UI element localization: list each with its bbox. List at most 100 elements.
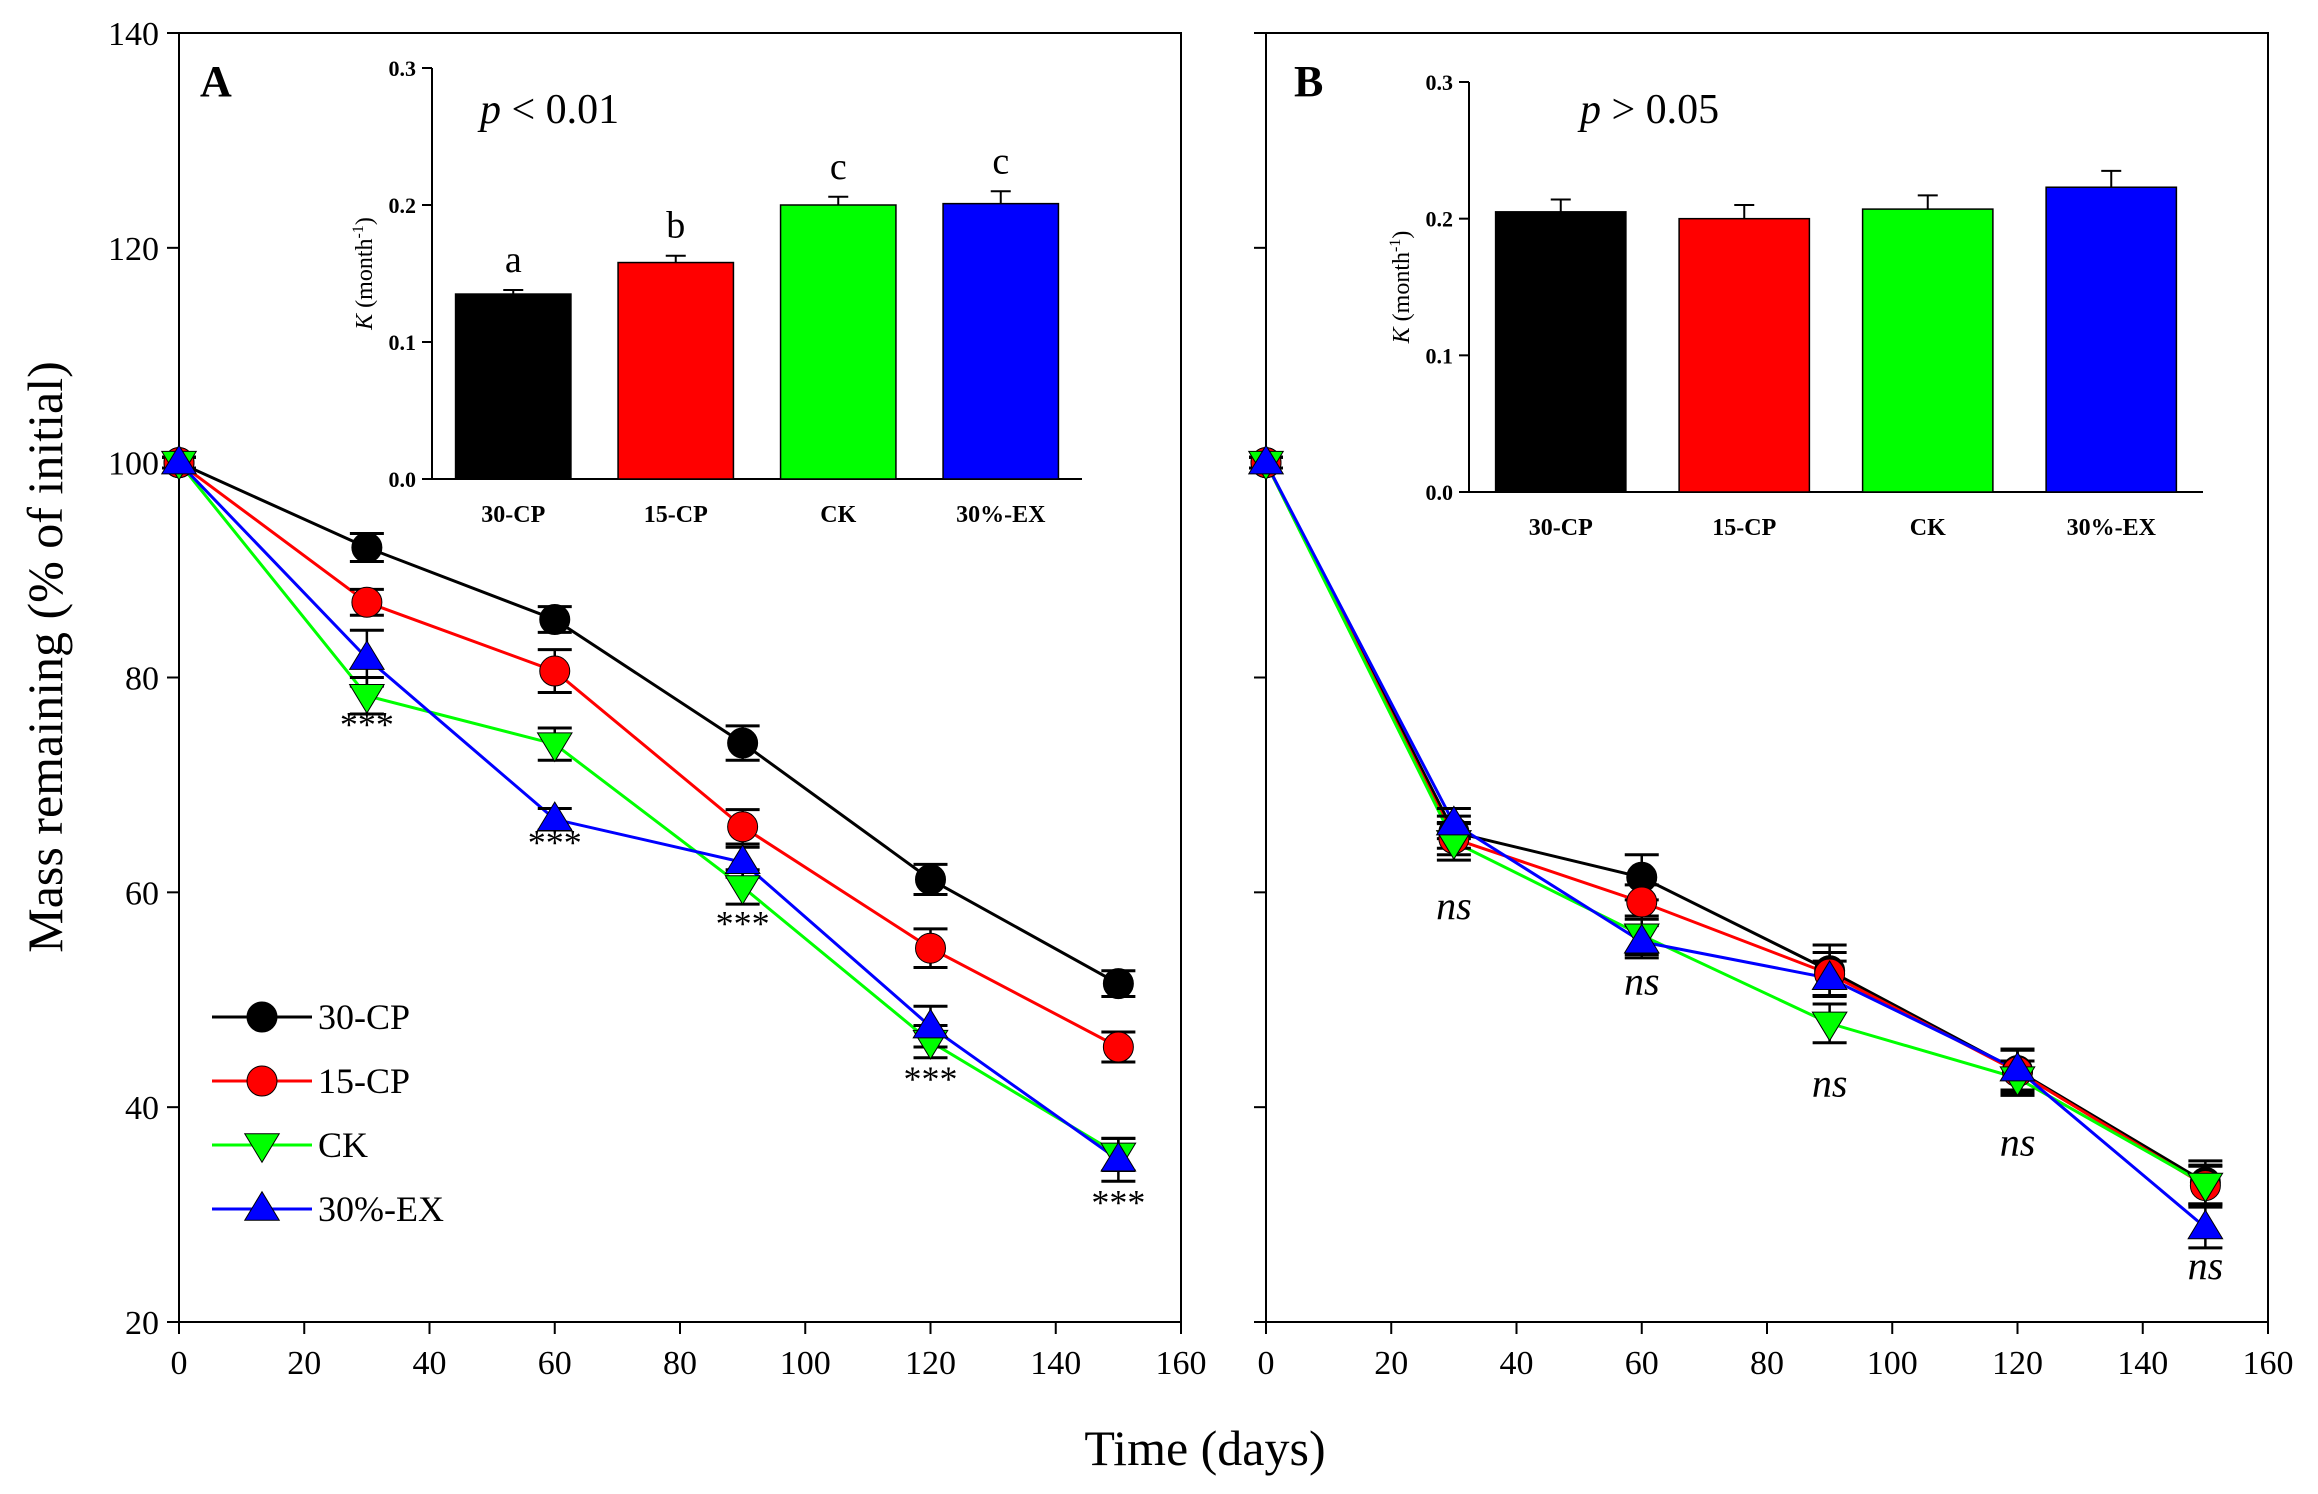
data-point-15-cp <box>915 932 946 964</box>
data-point-30pct-ex <box>536 801 573 832</box>
y-tick-label: 40 <box>125 1090 159 1127</box>
x-tick-label: 20 <box>287 1345 321 1382</box>
x-tick-label: 100 <box>780 1345 831 1382</box>
legend-marker-30pct-ex <box>243 1190 281 1221</box>
panel-label: B <box>1294 57 1323 106</box>
legend-label: CK <box>318 1125 368 1165</box>
data-point-ck <box>724 875 761 906</box>
legend-label: 30%-EX <box>318 1189 444 1229</box>
inset-p-value: p < 0.01 <box>477 87 619 133</box>
series-line-15-cp <box>178 461 1120 1049</box>
inset-significance-letter: c <box>830 146 847 188</box>
significance-label: ns <box>2000 1120 2036 1165</box>
inset-y-tick-label: 0.3 <box>1426 70 1454 95</box>
significance-label: *** <box>904 1059 958 1099</box>
x-tick-label: 120 <box>1992 1345 2043 1382</box>
inset-y-tick-label: 0.1 <box>389 330 417 355</box>
inset-bar-30-cp <box>1494 211 1627 493</box>
panel-a: 0 20 40 60 80 100 120 140 160 20 40 60 80 100 120 140 A 0… <box>108 16 1207 1382</box>
data-point-ck <box>1811 1011 1848 1042</box>
inset-bar-15-cp <box>617 261 735 480</box>
inset-y-tick-label: 0.2 <box>389 193 417 218</box>
inset-category-label: CK <box>820 502 856 528</box>
x-tick-label: 140 <box>2117 1345 2168 1382</box>
inset-y-tick-label: 0.0 <box>1426 480 1454 505</box>
y-tick-label: 20 <box>125 1305 159 1342</box>
inset-bar-30pct-ex <box>2045 186 2178 493</box>
x-tick-label: 40 <box>1500 1345 1534 1382</box>
data-point-30pct-ex <box>2187 1209 2224 1240</box>
inset-category-label: CK <box>1910 515 1946 541</box>
x-tick-label: 0 <box>1258 1345 1275 1382</box>
inset-bar-ck <box>779 204 897 480</box>
x-tick-label: 60 <box>538 1345 572 1382</box>
significance-label: ns <box>2188 1243 2224 1288</box>
data-point-30pct-ex <box>1435 805 1473 836</box>
x-tick-label: 160 <box>2243 1345 2294 1382</box>
inset-p-value: p > 0.05 <box>1577 87 1719 133</box>
inset-bar-30-cp <box>454 293 572 480</box>
significance-label: *** <box>528 823 582 863</box>
data-point-30-cp <box>351 532 383 564</box>
significance-label: ns <box>1624 958 1660 1003</box>
y-tick-label: 80 <box>125 661 159 698</box>
inset-category-label: 15-CP <box>644 502 708 528</box>
inset-significance-letter: a <box>505 239 522 281</box>
x-tick-label: 80 <box>663 1345 697 1382</box>
legend-label: 15-CP <box>318 1061 410 1101</box>
x-axis-title: Time (days) <box>1084 1420 1325 1476</box>
y-axis-title: Mass remaining (% of initial) <box>17 361 73 953</box>
data-point-30-cp <box>727 727 759 759</box>
y-tick-label: 120 <box>108 231 159 268</box>
data-point-ck <box>348 684 386 714</box>
x-tick-label: 80 <box>1750 1345 1784 1382</box>
significance-label: *** <box>340 705 394 745</box>
data-point-30pct-ex <box>160 444 198 475</box>
data-point-30pct-ex <box>1100 1141 1137 1172</box>
significance-label: *** <box>716 903 770 943</box>
inset-category-label: 30%-EX <box>2067 515 2157 541</box>
inset-y-axis-title: K (month-1) <box>1387 231 1415 345</box>
x-tick-label: 160 <box>1156 1345 1207 1382</box>
inset-y-axis-title: K (month-1) <box>350 217 378 331</box>
data-point-30pct-ex <box>1247 444 1285 475</box>
x-tick-label: 100 <box>1867 1345 1918 1382</box>
inset-category-label: 30-CP <box>1529 515 1593 541</box>
inset-bar-30pct-ex <box>942 202 1060 480</box>
series-line-30-cp <box>178 461 1120 985</box>
inset-bar-ck <box>1861 208 1994 493</box>
inset-y-tick-label: 0.0 <box>389 467 417 492</box>
series-line-30pct-ex <box>1264 461 2207 1229</box>
x-tick-label: 120 <box>905 1345 956 1382</box>
inset-y-tick-label: 0.3 <box>389 56 417 81</box>
data-point-30-cp <box>539 603 571 635</box>
data-point-30pct-ex <box>1623 923 1660 954</box>
data-point-15-cp <box>351 586 383 618</box>
inset-y-tick-label: 0.1 <box>1426 343 1454 368</box>
data-point-30pct-ex <box>348 639 386 670</box>
data-point-30pct-ex <box>912 1008 949 1039</box>
inset-y-tick-label: 0.2 <box>1426 207 1454 232</box>
legend-label: 30-CP <box>318 997 410 1037</box>
significance-label: ns <box>1436 883 1472 928</box>
panel-b: 0 20 40 60 80 100 120 140 160 B 0.0 0.1 0.2 0.3 K (mon… <box>1247 32 2294 1382</box>
data-point-ck <box>536 732 573 763</box>
data-point-ck <box>2187 1172 2224 1203</box>
inset-significance-letter: b <box>666 205 685 247</box>
y-tick-label: 140 <box>108 16 159 53</box>
legend-marker-30-cp <box>246 1001 278 1033</box>
data-point-15-cp <box>1102 1031 1134 1063</box>
significance-label: ns <box>1812 1060 1848 1105</box>
inset-category-label: 30-CP <box>481 502 545 528</box>
panel-label: A <box>200 57 232 106</box>
data-point-30pct-ex <box>724 844 761 875</box>
x-tick-label: 20 <box>1374 1345 1408 1382</box>
legend-marker-ck <box>243 1133 281 1164</box>
data-point-15-cp <box>1626 886 1658 918</box>
data-point-15-cp <box>539 655 571 687</box>
significance-label: *** <box>1091 1183 1145 1223</box>
inset-significance-letter: c <box>992 140 1009 182</box>
x-tick-label: 0 <box>171 1345 188 1382</box>
data-point-30-cp <box>1102 968 1134 1000</box>
